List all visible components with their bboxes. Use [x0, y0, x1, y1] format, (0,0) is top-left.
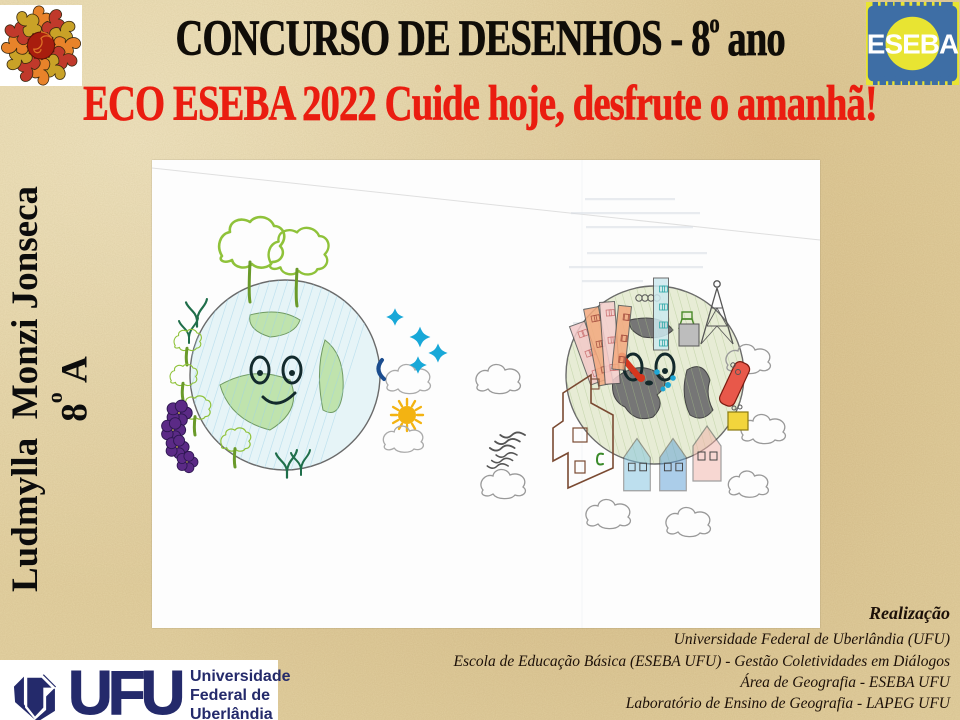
svg-text:ESEBA: ESEBA [867, 29, 959, 60]
